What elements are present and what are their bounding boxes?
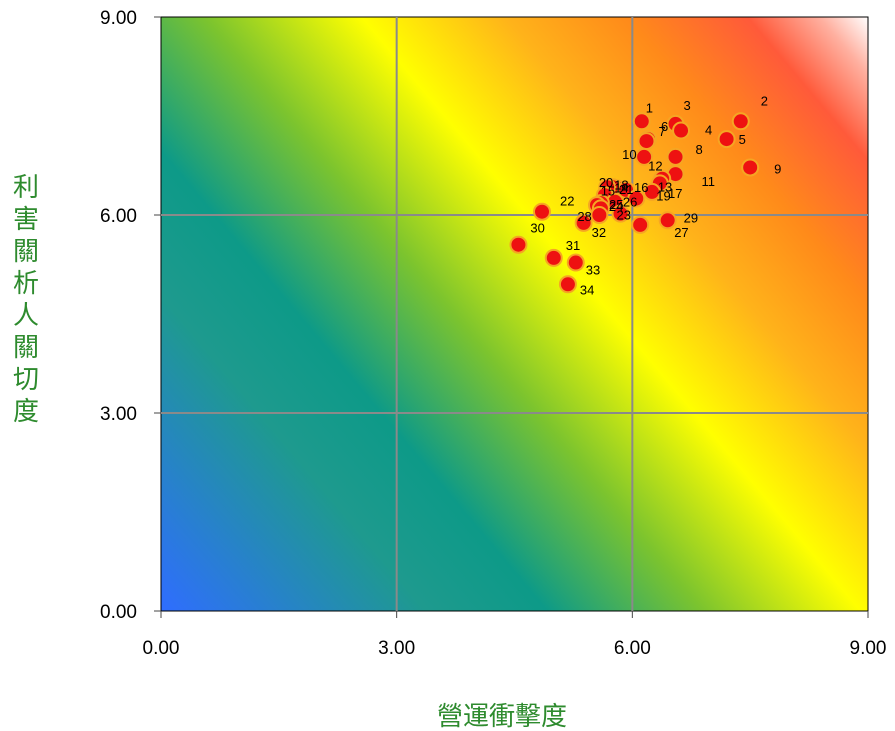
data-point-32 [574,213,593,232]
axes [154,16,869,618]
x-tick-label: 6.00 [614,638,651,659]
data-point-34 [558,275,577,294]
data-points [509,112,760,294]
data-label-20: 20 [599,175,613,190]
data-point-5 [717,130,736,149]
data-label-32: 32 [592,225,606,240]
data-label-26: 26 [623,194,637,209]
data-point-28 [590,206,609,224]
data-label-34: 34 [580,282,594,297]
data-label-18: 18 [614,177,628,192]
y-tick-label: 0.00 [100,602,137,623]
data-label-29: 29 [684,210,698,225]
data-label-11: 11 [702,174,716,189]
x-tick-labels: 0.00 3.00 6.00 9.00 [143,638,887,659]
data-label-23: 23 [617,208,631,223]
data-point-27 [631,215,650,234]
data-point-29 [658,211,677,230]
data-label-10: 10 [622,147,636,162]
x-tick-label: 3.00 [378,638,415,659]
data-point-33 [566,253,585,272]
data-point-4 [672,121,691,140]
y-tick-label: 9.00 [100,8,137,29]
data-label-19: 19 [656,189,670,204]
data-point-30 [509,235,528,254]
data-label-1: 1 [646,100,653,115]
data-label-22: 22 [560,194,574,209]
x-axis-title: 營運衝擊度 [437,702,567,731]
data-label-9: 9 [774,161,781,176]
data-label-14: 14 [614,181,628,196]
data-label-7: 7 [658,124,665,139]
data-point-9 [741,158,760,177]
data-label-16: 16 [634,180,648,195]
y-tick-label: 3.00 [100,404,137,425]
data-point-2 [731,112,750,131]
y-tick-label: 6.00 [100,206,137,227]
data-label-24: 24 [609,199,623,214]
data-point-1 [632,112,651,131]
data-label-31: 31 [566,238,580,253]
data-label-6: 6 [661,119,668,134]
data-point-19 [627,189,646,208]
data-label-28: 28 [577,209,591,224]
plot-area [160,16,869,612]
data-point-17 [642,182,661,201]
grid-lines [161,17,868,611]
data-point-22 [532,202,551,221]
data-label-17: 17 [668,186,682,201]
data-label-30: 30 [530,221,544,236]
y-tick-labels: 0.00 3.00 6.00 9.00 [100,8,137,623]
data-label-3: 3 [684,98,691,113]
data-label-21: 21 [619,182,633,197]
data-point-23 [611,204,630,223]
data-label-13: 13 [658,179,672,194]
data-label-33: 33 [586,263,600,278]
data-point-8 [666,147,685,166]
data-label-4: 4 [705,123,712,138]
data-point-7 [637,132,656,151]
data-label-15: 15 [601,183,615,198]
data-label-12: 12 [648,159,662,174]
data-label-27: 27 [674,225,688,240]
x-tick-label: 9.00 [850,638,887,659]
y-axis-title: 利害關析人關切度 [13,173,39,427]
data-point-31 [544,248,563,267]
data-label-8: 8 [696,142,703,157]
data-label-5: 5 [739,132,746,147]
data-point-10 [635,147,654,166]
x-tick-label: 0.00 [143,638,180,659]
data-label-2: 2 [761,93,768,108]
data-label-25: 25 [609,197,623,212]
